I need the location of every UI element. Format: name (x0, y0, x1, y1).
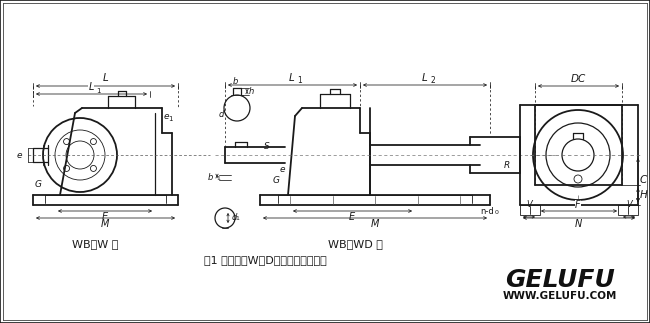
Text: G: G (35, 180, 42, 189)
Text: 0: 0 (495, 210, 499, 215)
Text: h: h (249, 87, 254, 96)
Text: R: R (504, 161, 510, 170)
Bar (618, 205, 638, 215)
Text: d: d (218, 109, 224, 119)
Text: L: L (88, 82, 94, 92)
Bar (520, 205, 540, 215)
Text: E: E (349, 212, 355, 222)
Text: V: V (626, 200, 632, 209)
Text: L: L (103, 73, 109, 83)
Text: WB－WD 型: WB－WD 型 (328, 239, 382, 249)
Text: 1: 1 (216, 176, 220, 181)
Text: V: V (526, 200, 532, 209)
Text: b: b (232, 77, 238, 86)
Text: 1: 1 (235, 216, 239, 221)
Text: G: G (273, 175, 280, 184)
Text: H: H (640, 190, 648, 200)
Text: DC: DC (571, 74, 586, 84)
Text: L: L (289, 73, 295, 83)
Text: 1: 1 (297, 76, 302, 85)
Text: N: N (575, 219, 582, 229)
Text: L: L (422, 73, 428, 83)
Text: 2: 2 (430, 76, 435, 85)
Text: n-d: n-d (480, 207, 494, 216)
Text: 1: 1 (168, 116, 172, 122)
Text: 图1 单级卧式W（D）型减速器的外形: 图1 单级卧式W（D）型减速器的外形 (203, 255, 326, 265)
Text: 1: 1 (96, 88, 101, 94)
Text: F: F (575, 200, 581, 210)
Text: e: e (280, 164, 285, 173)
Text: WB－W 型: WB－W 型 (72, 239, 118, 249)
Text: M: M (370, 219, 379, 229)
Text: M: M (101, 219, 109, 229)
Text: d: d (232, 214, 237, 223)
Text: GELUFU: GELUFU (505, 268, 615, 292)
Text: C: C (640, 175, 647, 185)
Text: e: e (164, 111, 170, 120)
Text: E: E (102, 212, 108, 222)
Text: e: e (16, 151, 22, 160)
Text: S: S (265, 142, 270, 151)
Text: b: b (207, 173, 213, 182)
Text: WWW.GELUFU.COM: WWW.GELUFU.COM (503, 291, 618, 301)
